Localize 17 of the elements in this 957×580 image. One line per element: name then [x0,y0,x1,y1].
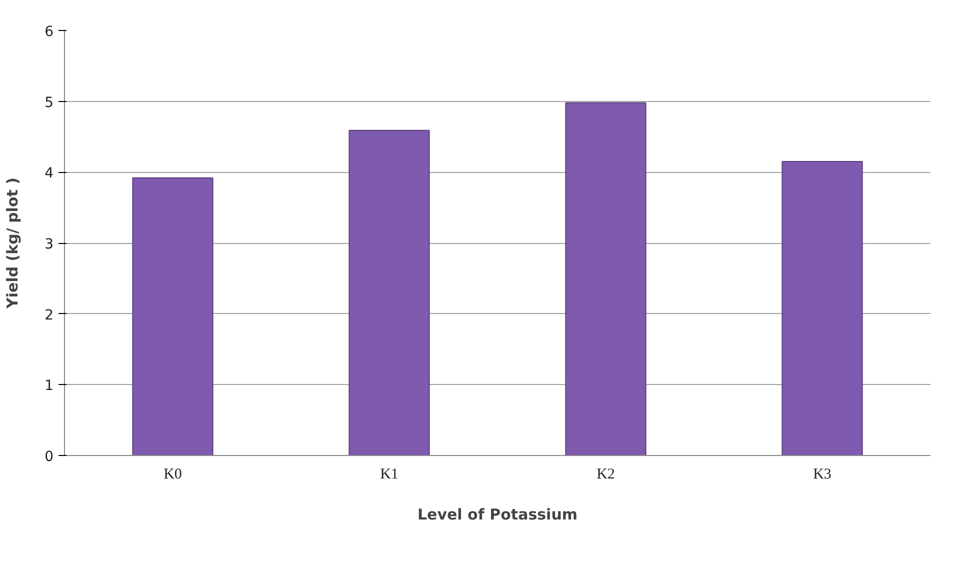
y-axis-title: Yield (kg/ plot ) [4,178,22,310]
y-tick-label: 0 [44,449,54,465]
y-tick-label: 3 [44,236,54,252]
x-tick-label: K0 [164,466,182,482]
x-axis-title: Level of Potassium [418,506,578,524]
bar [565,102,646,456]
y-tick-label: 2 [44,307,54,324]
y-tick-label: 1 [44,378,54,394]
y-tick-label: 4 [44,166,54,182]
bar [132,177,214,456]
bar [782,161,863,456]
x-tick-label: K1 [380,466,398,482]
x-tick-label: K2 [596,466,615,482]
y-tick-label: 6 [44,24,54,40]
x-tick-label: K3 [813,466,832,482]
y-tick-label: 5 [44,94,54,111]
bar [348,130,430,456]
